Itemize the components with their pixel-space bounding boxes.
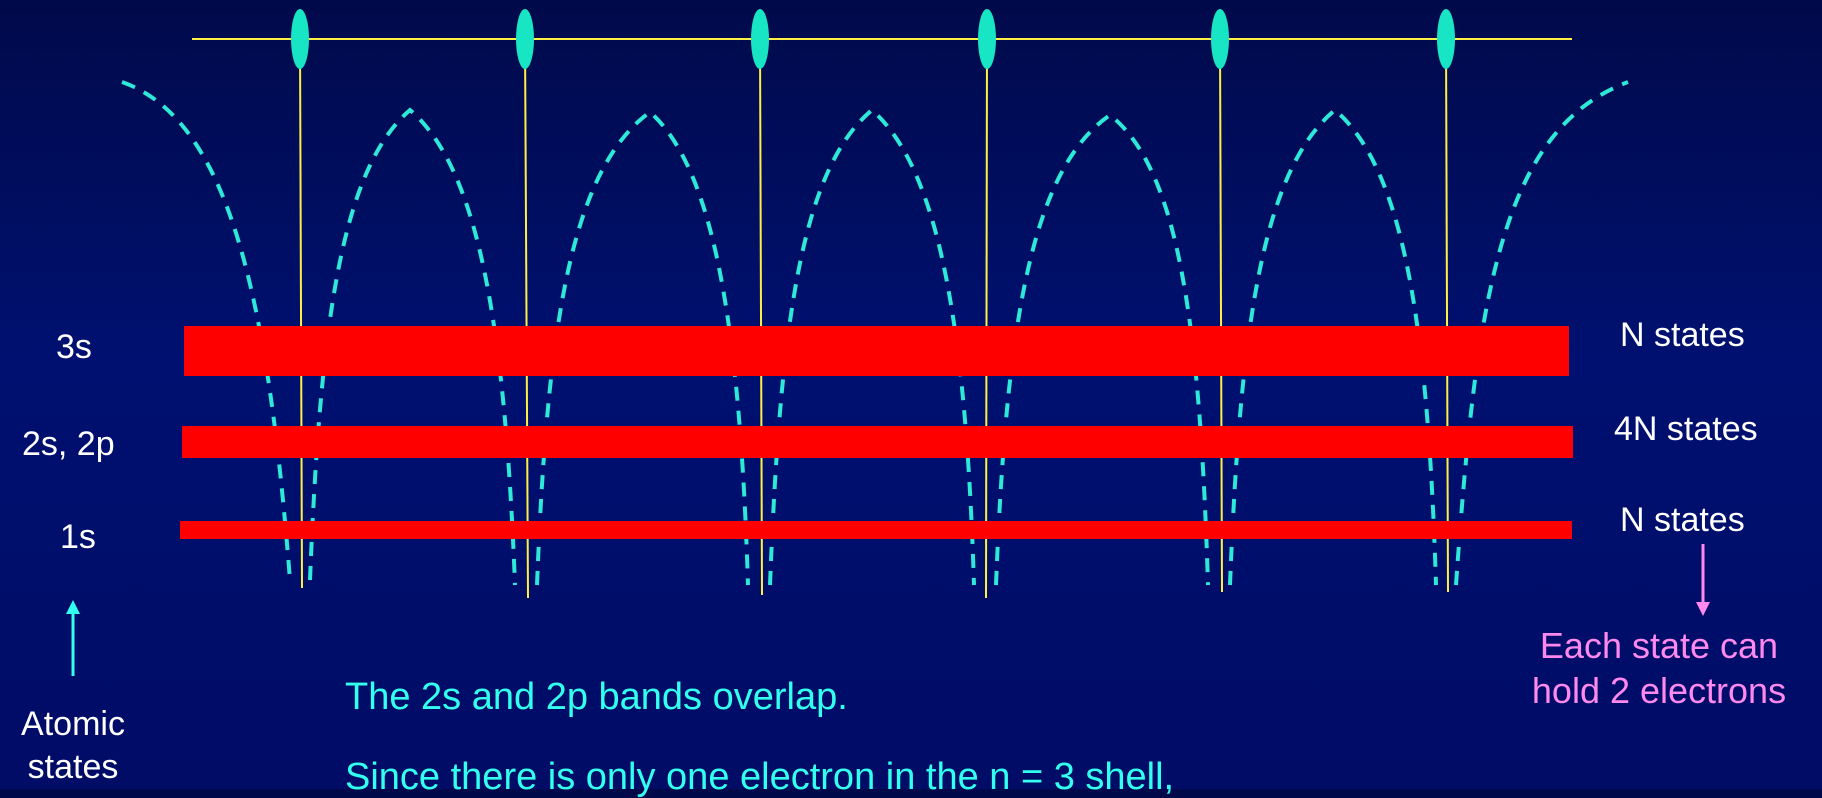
atom-stem (299, 38, 303, 589)
potential-segment (121, 80, 292, 581)
atom-stem (1219, 38, 1223, 593)
level-label-1s: 1s (60, 518, 96, 556)
text-n3-shell: Since there is only one electron in the … (345, 756, 1175, 798)
atomic-states-label: Atomic states (8, 703, 138, 788)
atom-icon (291, 9, 309, 69)
up-arrow-icon (66, 600, 80, 676)
level-label-3s: 3s (56, 328, 92, 366)
states-count-2s2p: 4N states (1614, 410, 1758, 448)
states-count-3s: N states (1620, 316, 1745, 354)
atom-icon (978, 9, 996, 69)
states-count-1s: N states (1620, 501, 1745, 539)
atom-stem (985, 38, 988, 599)
note-line2: hold 2 electrons (1531, 670, 1787, 711)
text-overlap: The 2s and 2p bands overlap. (345, 676, 848, 718)
atoms (291, 9, 1455, 69)
atom-icon (1211, 9, 1229, 69)
note-line1: Each state can (1539, 625, 1779, 666)
atom-stem (759, 38, 763, 596)
band-2s-2p (182, 426, 1573, 458)
band-3s (184, 326, 1569, 376)
level-label-2s2p: 2s, 2p (22, 425, 115, 463)
potential-segment (1454, 80, 1629, 586)
atom-icon (751, 9, 769, 69)
down-arrow-icon (1696, 544, 1710, 616)
atom-stems (299, 38, 1449, 599)
atomic-states-line1: Atomic (21, 705, 125, 743)
atom-icon (516, 9, 534, 69)
atomic-states-line2: states (27, 747, 119, 786)
atom-stem (524, 38, 529, 599)
electron-capacity-note: Each state can hold 2 electrons (1496, 623, 1822, 713)
band-1s (180, 521, 1572, 539)
atom-icon (1437, 9, 1455, 69)
atom-stem (1445, 38, 1449, 593)
